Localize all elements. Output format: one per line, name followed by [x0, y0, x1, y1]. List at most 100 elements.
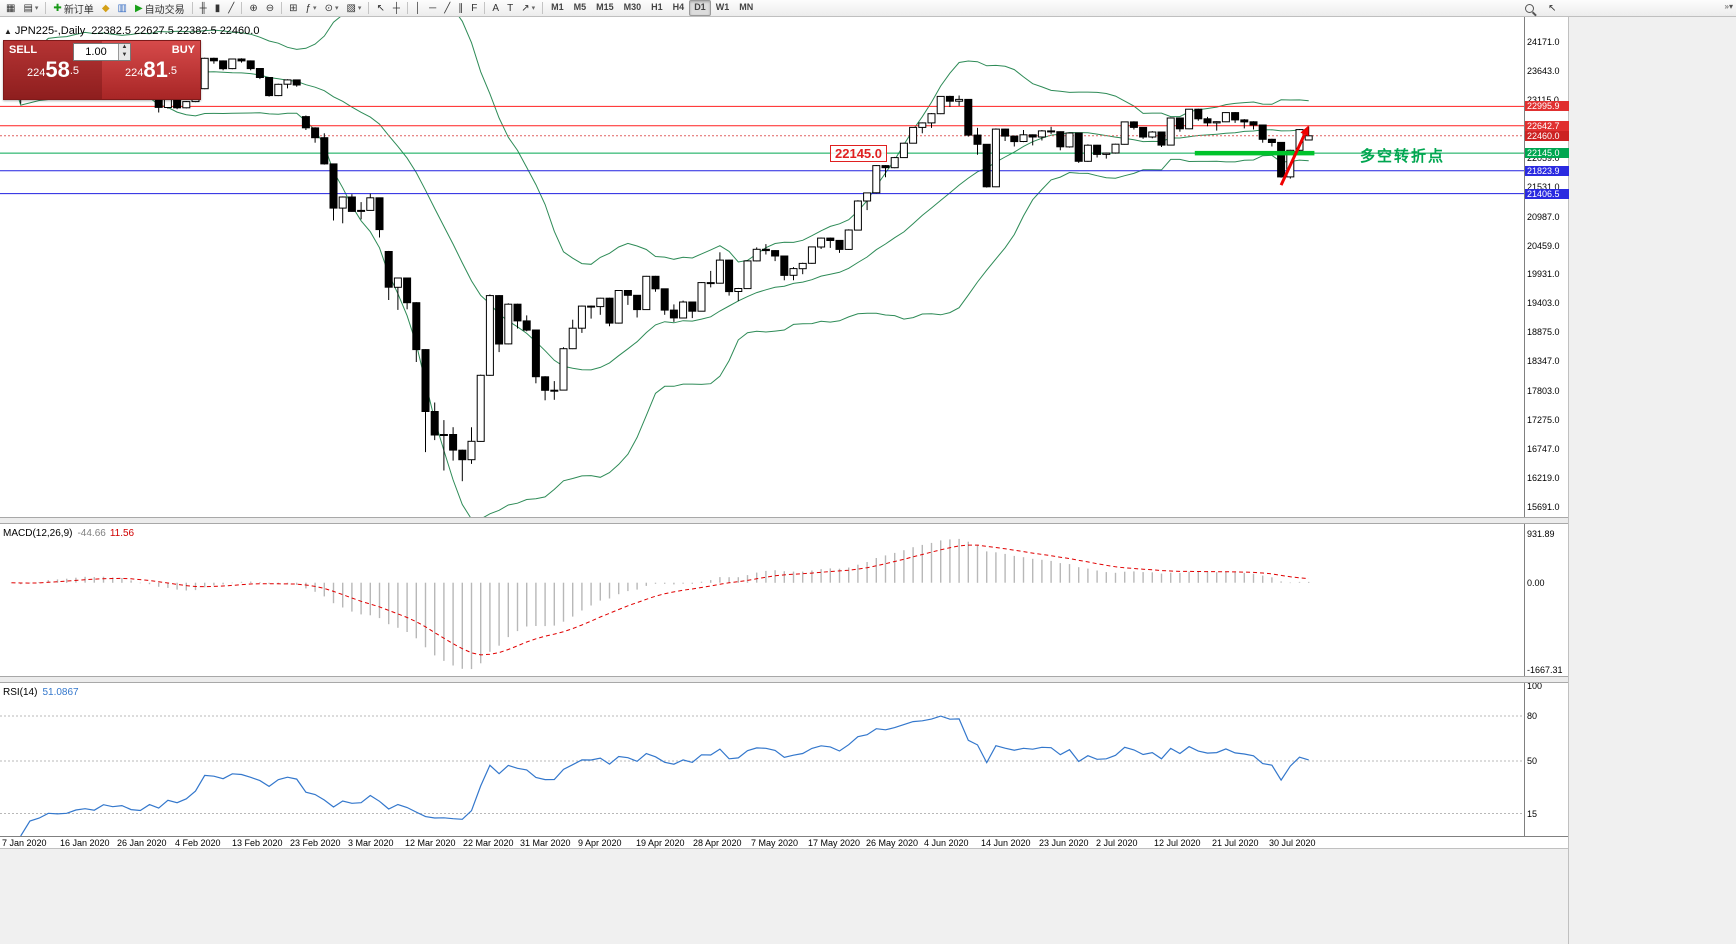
volume-spinner[interactable]: ▲ ▼ [118, 44, 130, 60]
support-line-segment[interactable] [1194, 150, 1315, 156]
candles-group [7, 44, 1313, 482]
zoom-in-icon[interactable]: ⊕ [249, 2, 258, 14]
candlestick-chart-icon[interactable]: ▮ [214, 2, 221, 14]
zoom-out-icon[interactable]: ⊖ [265, 2, 275, 14]
rsi-axis-label: 80 [1527, 711, 1538, 721]
price-line-label: 22145.0 [1525, 148, 1569, 158]
spin-down-icon[interactable]: ▼ [121, 52, 128, 58]
toolbar-right-group: ↖ [1521, 1, 1560, 16]
date-axis-label: 3 Mar 2020 [348, 838, 394, 848]
date-axis[interactable]: 7 Jan 2020 16 Jan 2020 26 Jan 2020 4 Feb 20… [0, 836, 1568, 848]
macd-axis-label: -1667.31 [1527, 665, 1563, 675]
date-axis-label: 7 May 2020 [751, 838, 799, 848]
price-axis-label: 19403.0 [1527, 298, 1560, 308]
fibonacci-icon[interactable]: F [471, 2, 478, 14]
price-axis[interactable]: 24171.023643.023115.022587.022059.021531… [1524, 17, 1569, 836]
toolbar-separator [45, 2, 47, 14]
crosshair-icon[interactable]: ┼ [392, 2, 400, 14]
channel-icon[interactable]: ∥ [458, 2, 464, 14]
text-icon[interactable]: A [492, 2, 500, 14]
date-axis-label: 23 Jun 2020 [1039, 838, 1089, 848]
price-annotation-box[interactable]: 22145.0 [830, 145, 887, 162]
rsi-value: 51.0867 [42, 687, 79, 698]
tile-windows-icon[interactable]: ⊞ [289, 2, 298, 14]
horizontal-line-icon[interactable]: ─ [429, 2, 437, 14]
horizontal-lines[interactable] [0, 105, 1524, 195]
spin-up-icon[interactable]: ▲ [121, 44, 128, 50]
rsi-axis-label: 50 [1527, 756, 1538, 766]
timeframe-m15[interactable]: M15 [596, 2, 614, 12]
workspace-background-right [1568, 17, 1736, 944]
periods-icon[interactable]: ⊙ ▾ [324, 2, 339, 14]
profiles-icon[interactable]: ▤ ▾ [23, 2, 39, 14]
price-chart[interactable] [0, 17, 1524, 836]
line-chart-icon[interactable]: ╱ [228, 2, 235, 14]
timeframe-m30[interactable]: M30 [623, 2, 642, 12]
toolbar-overflow-icon[interactable]: »▾ [1724, 2, 1733, 11]
timeframe-h1[interactable]: H1 [651, 2, 663, 12]
indicators-icon[interactable]: ƒ ▾ [305, 2, 317, 14]
pointer-icon[interactable]: ↖ [1548, 3, 1557, 14]
price-axis-label: 15691.0 [1527, 502, 1560, 512]
date-axis-label: 31 Mar 2020 [520, 838, 571, 848]
price-axis-label: 18875.0 [1527, 327, 1560, 337]
price-axis-label: 21531.0 [1527, 182, 1560, 192]
templates-icon[interactable]: ▧ ▾ [346, 2, 362, 14]
toolbar-separator [542, 2, 544, 14]
price-axis-label: 24171.0 [1527, 37, 1560, 47]
price-axis-label: 19931.0 [1527, 269, 1560, 279]
metaeditor-icon[interactable]: ◆ [101, 2, 110, 14]
panel-separator-macd[interactable] [0, 517, 1568, 524]
chart-window: ▲ JPN225-,Daily 22382.5 22627.5 22382.5 22… [0, 17, 1569, 848]
date-axis-label: 14 Jun 2020 [981, 838, 1031, 848]
price-axis-label: 23643.0 [1527, 66, 1560, 76]
market-watch-icon[interactable]: ▥ [117, 2, 127, 14]
new-order-button[interactable]: ✚ 新订单 [53, 2, 94, 16]
ohlc-values: 22382.5 22627.5 22382.5 22460.0 [91, 25, 260, 37]
panel-separator-rsi[interactable] [0, 676, 1568, 683]
date-axis-label: 16 Jan 2020 [60, 838, 110, 848]
trend-arrow[interactable] [1279, 125, 1309, 186]
date-axis-label: 4 Jun 2020 [924, 838, 969, 848]
symbol-period: JPN225-,Daily [14, 25, 86, 37]
new-chart-icon[interactable]: ▦ [6, 2, 16, 14]
arrows-icon[interactable]: ↗ ▾ [521, 2, 536, 14]
cursor-icon[interactable]: ↖ [376, 2, 385, 14]
toolbar-separator [191, 2, 193, 14]
date-axis-label: 21 Jul 2020 [1212, 838, 1259, 848]
one-click-trading-panel: SELL 224 58.5 BUY 224 81.5 1.00 ▲ ▼ [3, 40, 201, 100]
date-axis-label: 4 Feb 2020 [175, 838, 221, 848]
trendline-icon[interactable]: ╱ [444, 2, 451, 14]
search-icon[interactable] [1521, 0, 1538, 17]
bollinger-bands [11, 17, 1309, 520]
timeframe-mn[interactable]: MN [739, 2, 754, 12]
price-axis-label: 22059.0 [1527, 153, 1560, 163]
vertical-line-icon[interactable]: │ [414, 2, 422, 14]
date-axis-label: 23 Feb 2020 [290, 838, 341, 848]
price-line-label: 21406.5 [1525, 189, 1569, 199]
timeframe-w1[interactable]: W1 [715, 2, 730, 12]
macd-main-value: -44.66 [77, 528, 106, 539]
bar-chart-icon[interactable]: ╫ [199, 2, 207, 14]
price-axis-label: 16747.0 [1527, 444, 1560, 454]
timeframe-h4[interactable]: H4 [672, 2, 685, 12]
toolbar-separator [281, 2, 283, 14]
price-axis-label: 20987.0 [1527, 212, 1560, 222]
turning-point-annotation[interactable]: 多空转折点 [1360, 148, 1446, 165]
rsi-panel [0, 715, 1524, 836]
buy-label: BUY [171, 44, 195, 56]
price-line-label: 21823.9 [1525, 166, 1569, 176]
toolbar: ▦ ▤ ▾ ✚ 新订单 ◆ ▥ ▶ 自动交易 ╫ ▮ ╱ ⊕ ⊖ ⊞ ƒ ▾ ⊙ ▾ ▧ ▾ ↖ ┼ │ ─ ╱ ∥ F A T ↗ ▾ M1 M… [0, 0, 1736, 17]
autotrading-button[interactable]: ▶ 自动交易 [134, 2, 185, 16]
date-axis-label: 26 Jan 2020 [117, 838, 167, 848]
volume-input[interactable]: 1.00 ▲ ▼ [73, 43, 131, 61]
toolbar-separator [368, 2, 370, 14]
toolbar-separator [484, 2, 486, 14]
timeframe-m1[interactable]: M1 [551, 2, 564, 12]
text-label-icon[interactable]: T [507, 2, 514, 14]
timeframe-m5[interactable]: M5 [573, 2, 587, 12]
price-axis-label: 18347.0 [1527, 356, 1560, 366]
timeframe-d1[interactable]: D1 [689, 0, 711, 16]
price-line-label: 22995.9 [1525, 101, 1569, 111]
oct-toggle-icon[interactable]: ▲ [4, 27, 12, 36]
